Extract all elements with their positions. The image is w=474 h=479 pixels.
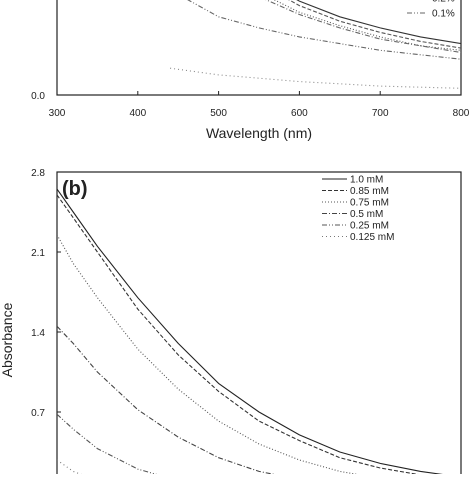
plot-frame bbox=[56, 0, 462, 96]
panel-a: 0.00.7300400500600700800Wavelength (nm)0… bbox=[31, 0, 470, 141]
series-line-2 bbox=[57, 234, 359, 474]
legend-label: 0.1% bbox=[432, 9, 455, 20]
x-tick-label: 800 bbox=[453, 108, 470, 119]
legend-label: 0.125 mM bbox=[350, 232, 394, 243]
series-line-0 bbox=[296, 0, 461, 45]
x-tick-label: 700 bbox=[372, 108, 389, 119]
series-line-4 bbox=[187, 0, 461, 60]
x-tick-label: 300 bbox=[49, 108, 66, 119]
series-line-3 bbox=[57, 325, 275, 474]
x-axis-title: Wavelength (nm) bbox=[206, 125, 312, 141]
series-line-1 bbox=[288, 0, 461, 49]
y-axis-title: Absorbance bbox=[0, 302, 15, 377]
series-line-0 bbox=[57, 188, 443, 474]
series-line-3 bbox=[265, 0, 461, 54]
legend-label: 1.0 mM bbox=[350, 175, 383, 186]
legend-label: 0.85 mM bbox=[350, 186, 389, 197]
plot-frame bbox=[56, 171, 462, 479]
panel-label: (b) bbox=[62, 178, 88, 200]
y-tick-label: 0.0 bbox=[31, 91, 45, 102]
series-line-5 bbox=[170, 67, 461, 89]
series-line-2 bbox=[273, 0, 461, 51]
y-tick-label: 0.7 bbox=[31, 408, 45, 419]
legend-label: 0.2% bbox=[432, 0, 455, 5]
x-tick-label: 500 bbox=[210, 108, 227, 119]
legend-label: 0.5 mM bbox=[350, 209, 383, 220]
x-tick-label: 600 bbox=[291, 108, 308, 119]
legend-label: 0.75 mM bbox=[350, 198, 389, 209]
series-line-1 bbox=[57, 194, 419, 474]
y-tick-label: 2.1 bbox=[31, 248, 45, 259]
x-tick-label: 400 bbox=[129, 108, 146, 119]
series-line-4 bbox=[57, 413, 158, 474]
y-tick-label: 1.4 bbox=[31, 328, 45, 339]
legend-label: 0.25 mM bbox=[350, 221, 389, 232]
y-tick-label: 2.8 bbox=[31, 168, 45, 179]
